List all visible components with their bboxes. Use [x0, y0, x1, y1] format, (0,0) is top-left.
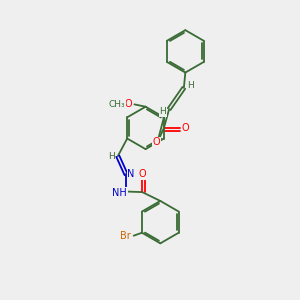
- Text: O: O: [153, 137, 160, 147]
- Text: H: H: [187, 81, 194, 90]
- Text: O: O: [125, 99, 132, 110]
- Text: O: O: [138, 169, 146, 179]
- Text: NH: NH: [112, 188, 127, 198]
- Text: H: H: [159, 107, 166, 116]
- Text: Br: Br: [120, 231, 131, 241]
- Text: O: O: [182, 123, 189, 133]
- Text: N: N: [128, 169, 135, 179]
- Text: CH₃: CH₃: [108, 100, 125, 109]
- Text: H: H: [108, 152, 115, 161]
